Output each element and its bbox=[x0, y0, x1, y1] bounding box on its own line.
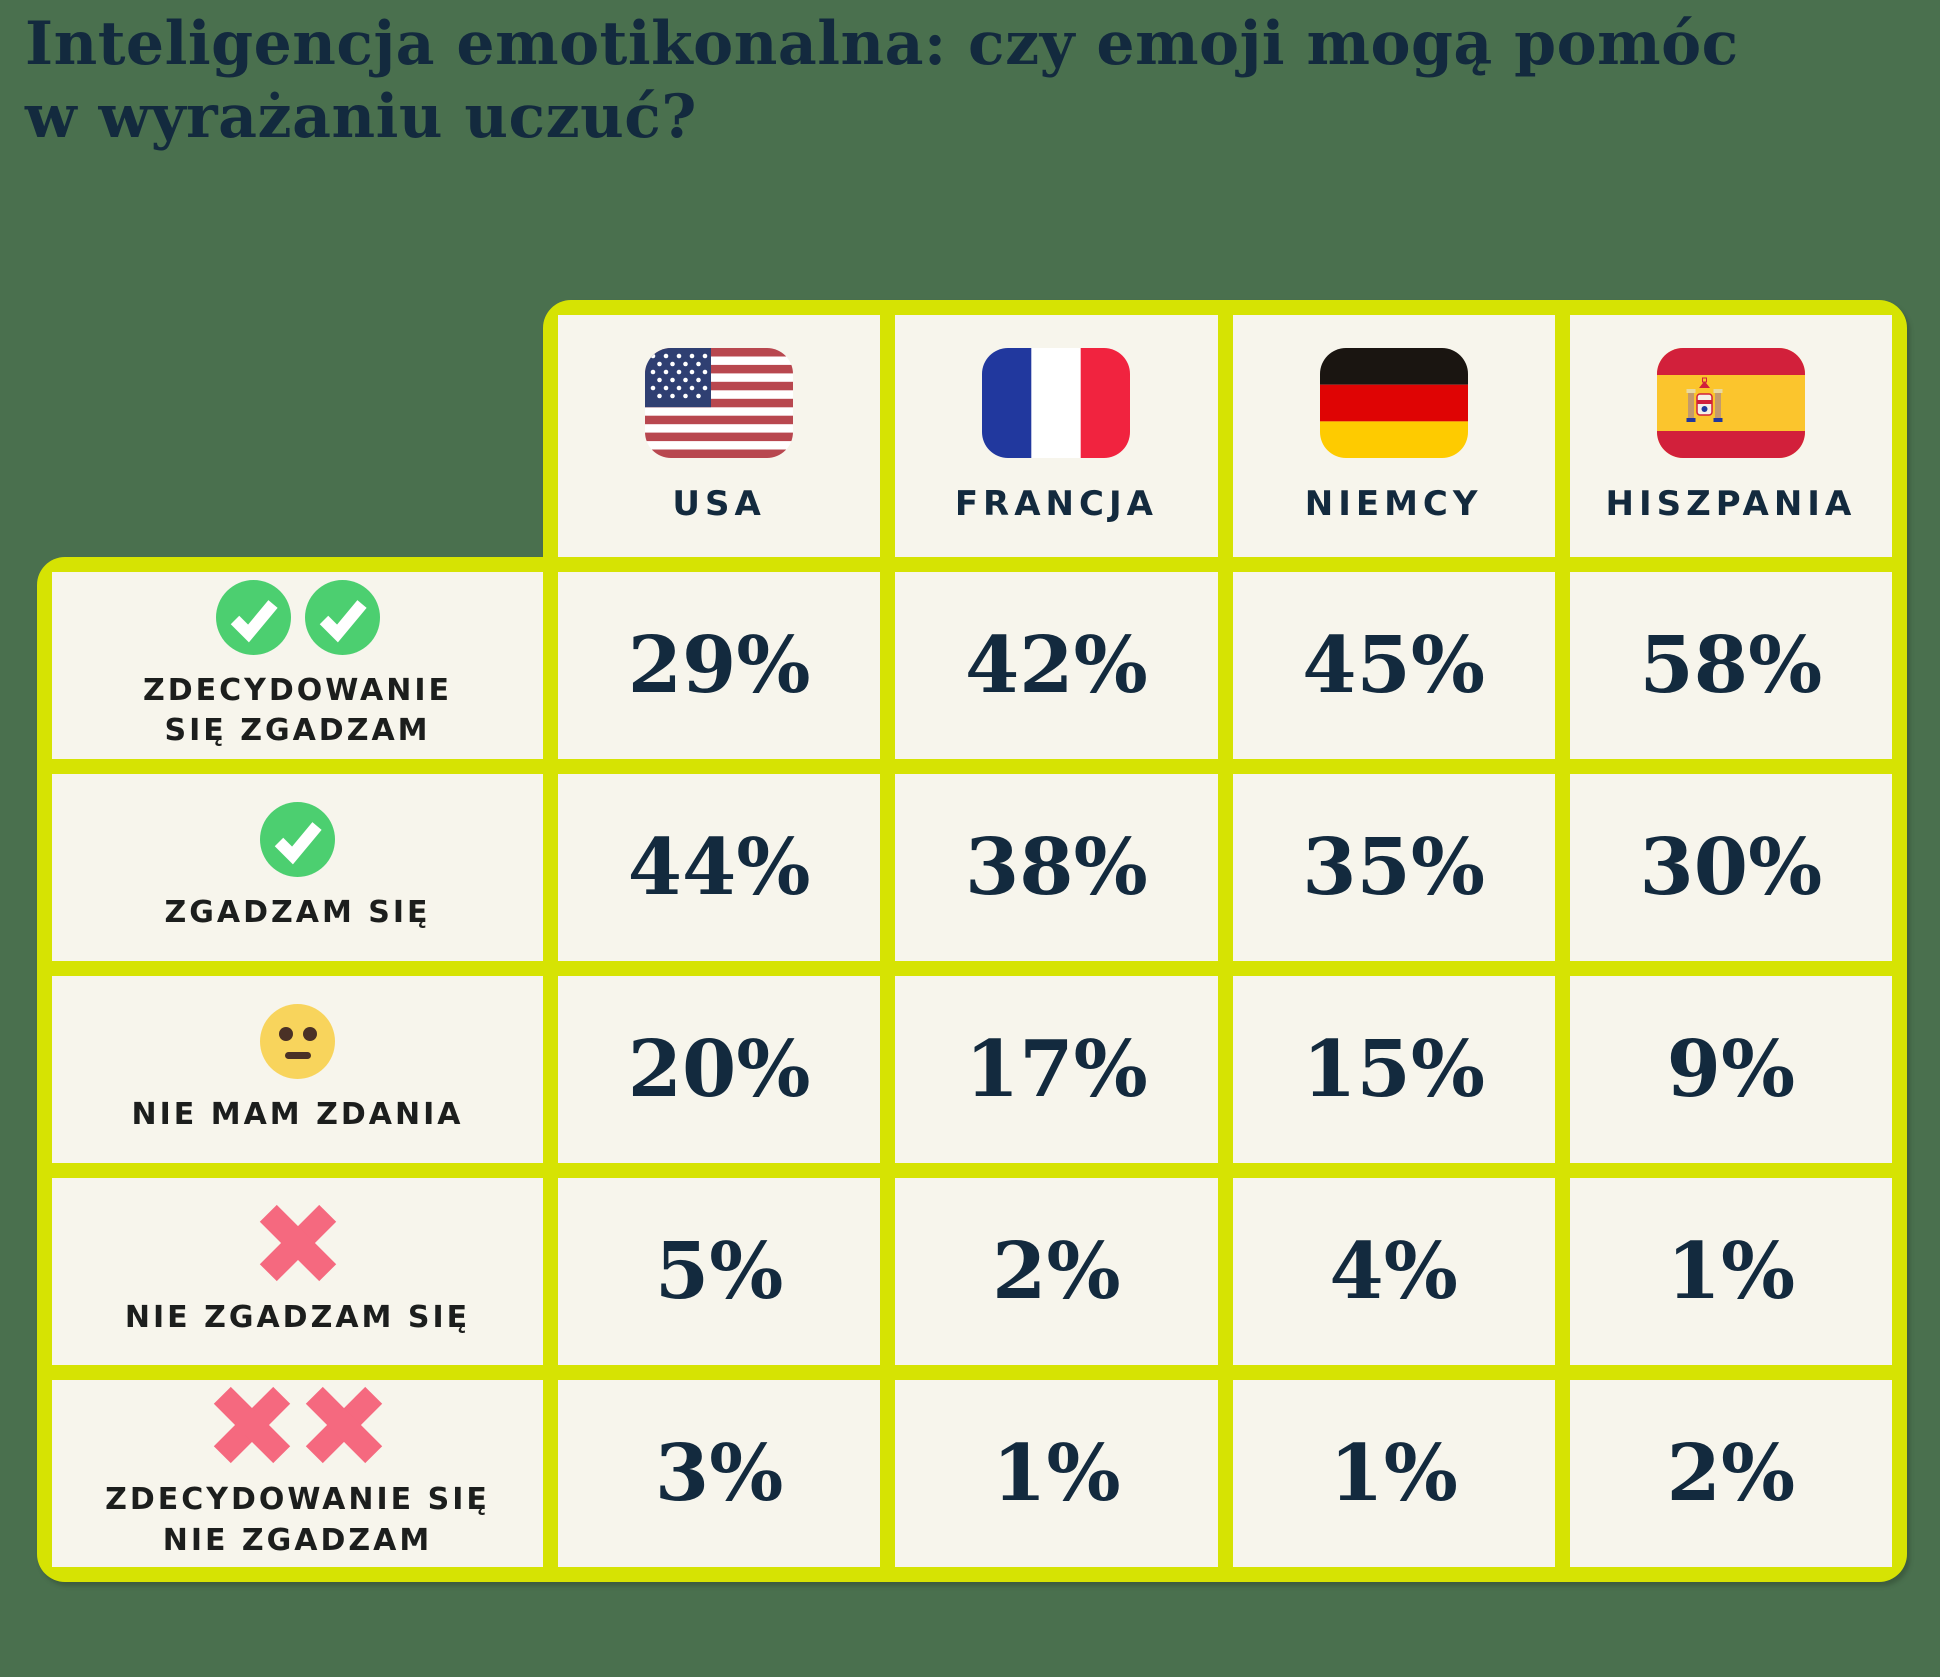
value-neutral-france: 17% bbox=[965, 1024, 1148, 1115]
row-header-strongly-disagree: ZDECYDOWANIE SIĘ NIE ZGADZAM bbox=[52, 1380, 543, 1567]
value-cell: 3% bbox=[558, 1380, 881, 1567]
value-strongly-disagree-france: 1% bbox=[992, 1428, 1121, 1519]
value-cell: 5% bbox=[558, 1178, 881, 1365]
value-cell: 1% bbox=[895, 1380, 1218, 1567]
value-disagree-germany: 4% bbox=[1329, 1226, 1458, 1317]
value-strongly-agree-spain: 58% bbox=[1639, 620, 1823, 711]
check-circle-icon bbox=[260, 802, 335, 877]
value-cell: 29% bbox=[558, 572, 881, 759]
page-title-line2: w wyrażaniu uczuć? bbox=[25, 82, 697, 153]
column-header-label: HISZPANIA bbox=[1605, 484, 1857, 524]
value-disagree-france: 2% bbox=[992, 1226, 1121, 1317]
check-circle-icon bbox=[305, 580, 380, 655]
row-header-neutral: NIE MAM ZDANIA bbox=[52, 976, 543, 1163]
value-cell: 38% bbox=[895, 774, 1218, 961]
column-header-germany: NIEMCY bbox=[1232, 315, 1555, 557]
value-agree-usa: 44% bbox=[627, 822, 811, 913]
cross-icon bbox=[212, 1386, 291, 1464]
column-header-spain: HISZPANIA bbox=[1569, 315, 1892, 557]
value-cell: 45% bbox=[1232, 572, 1555, 759]
check-circle-icon bbox=[216, 580, 291, 655]
value-agree-spain: 30% bbox=[1639, 822, 1823, 913]
value-disagree-usa: 5% bbox=[654, 1226, 784, 1317]
row-label: ZDECYDOWANIE SIĘ NIE ZGADZAM bbox=[105, 1482, 490, 1558]
spain-flag-icon bbox=[1657, 348, 1805, 458]
table-header-row: USA FRANCJA NIEMCY HISZPANIA bbox=[543, 300, 1907, 572]
value-neutral-spain: 9% bbox=[1666, 1024, 1796, 1115]
value-cell: 17% bbox=[895, 976, 1218, 1163]
value-strongly-disagree-usa: 3% bbox=[654, 1428, 784, 1519]
row-header-strongly-agree: ZDECYDOWANIE SIĘ ZGADZAM bbox=[52, 572, 543, 759]
value-cell: 30% bbox=[1569, 774, 1892, 961]
value-cell: 4% bbox=[1232, 1178, 1555, 1365]
value-neutral-usa: 20% bbox=[627, 1024, 811, 1115]
cross-icon bbox=[304, 1386, 383, 1464]
usa-flag-icon bbox=[645, 348, 793, 458]
page-title: Inteligencja emotikonalna: czy emoji mog… bbox=[25, 8, 1739, 154]
value-cell: 2% bbox=[1569, 1380, 1892, 1567]
cross-icon bbox=[258, 1204, 337, 1283]
column-header-label: USA bbox=[672, 484, 766, 524]
column-header-label: NIEMCY bbox=[1304, 484, 1483, 524]
value-disagree-spain: 1% bbox=[1666, 1226, 1796, 1317]
row-label: ZDECYDOWANIE SIĘ ZGADZAM bbox=[142, 672, 453, 749]
value-agree-france: 38% bbox=[965, 822, 1148, 913]
value-cell: 20% bbox=[558, 976, 881, 1163]
row-header-agree: ZGADZAM SIĘ bbox=[52, 774, 543, 961]
column-header-france: FRANCJA bbox=[895, 315, 1218, 557]
value-neutral-germany: 15% bbox=[1302, 1024, 1485, 1115]
value-cell: 1% bbox=[1569, 1178, 1892, 1365]
value-strongly-disagree-spain: 2% bbox=[1666, 1428, 1796, 1519]
value-agree-germany: 35% bbox=[1302, 822, 1485, 913]
france-flag-icon bbox=[982, 348, 1130, 458]
row-header-disagree: NIE ZGADZAM SIĘ bbox=[52, 1178, 543, 1365]
value-cell: 58% bbox=[1569, 572, 1892, 759]
column-header-usa: USA bbox=[558, 315, 881, 557]
value-cell: 15% bbox=[1232, 976, 1555, 1163]
row-label: ZGADZAM SIĘ bbox=[164, 894, 431, 930]
value-cell: 1% bbox=[1232, 1380, 1555, 1567]
value-cell: 42% bbox=[895, 572, 1218, 759]
table-body: ZDECYDOWANIE SIĘ ZGADZAM 29% 42% 45% 58%… bbox=[37, 557, 1907, 1582]
value-cell: 2% bbox=[895, 1178, 1218, 1365]
value-cell: 35% bbox=[1232, 774, 1555, 961]
column-header-label: FRANCJA bbox=[954, 484, 1158, 524]
row-label: NIE ZGADZAM SIĘ bbox=[124, 1300, 471, 1336]
page-title-line1: Inteligencja emotikonalna: czy emoji mog… bbox=[25, 9, 1739, 79]
germany-flag-icon bbox=[1320, 348, 1468, 458]
value-strongly-agree-usa: 29% bbox=[627, 620, 811, 711]
value-cell: 44% bbox=[558, 774, 881, 961]
neutral-face-icon bbox=[260, 1003, 335, 1079]
row-label: NIE MAM ZDANIA bbox=[131, 1096, 464, 1132]
value-strongly-agree-germany: 45% bbox=[1302, 620, 1485, 711]
value-strongly-agree-france: 42% bbox=[965, 620, 1148, 711]
value-strongly-disagree-germany: 1% bbox=[1329, 1428, 1458, 1519]
value-cell: 9% bbox=[1569, 976, 1892, 1163]
